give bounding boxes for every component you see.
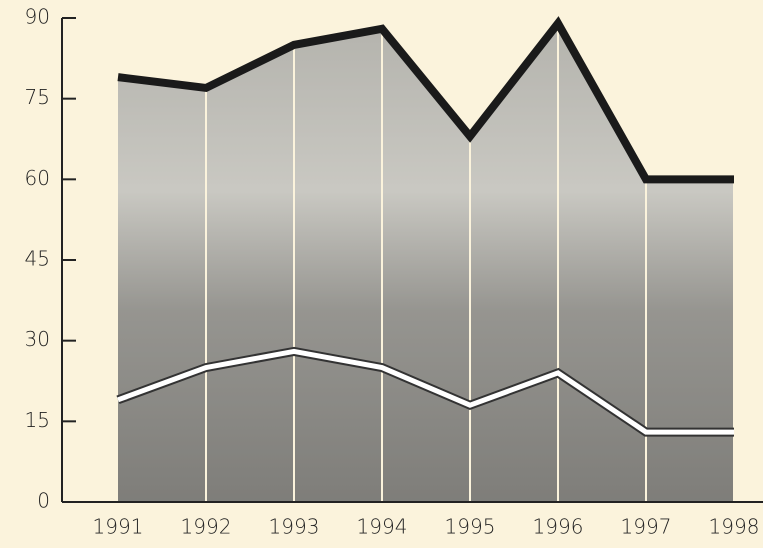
y-tick-label: 15 [25, 408, 50, 432]
x-tick-label: 1992 [181, 515, 232, 539]
y-tick-label: 75 [25, 85, 50, 109]
x-tick-label: 1991 [93, 515, 144, 539]
line [117, 16, 734, 184]
x-tick-label: 1997 [621, 515, 672, 539]
x-tick-label: 1995 [445, 515, 496, 539]
line [117, 348, 734, 435]
y-tick-label: 90 [25, 5, 50, 29]
y-tick-label: 45 [25, 247, 50, 271]
y-tick-label: 60 [25, 166, 50, 190]
y-tick-label: 30 [25, 327, 50, 351]
x-tick-label: 1994 [357, 515, 408, 539]
x-tick-label: 1998 [709, 515, 760, 539]
x-tick-label: 1996 [533, 515, 584, 539]
y-tick-label: 0 [37, 489, 50, 513]
x-tick-label: 1993 [269, 515, 320, 539]
